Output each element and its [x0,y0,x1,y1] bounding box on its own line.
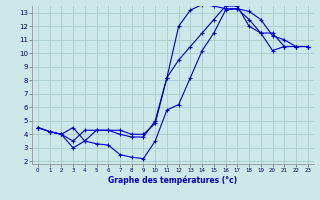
X-axis label: Graphe des températures (°c): Graphe des températures (°c) [108,176,237,185]
